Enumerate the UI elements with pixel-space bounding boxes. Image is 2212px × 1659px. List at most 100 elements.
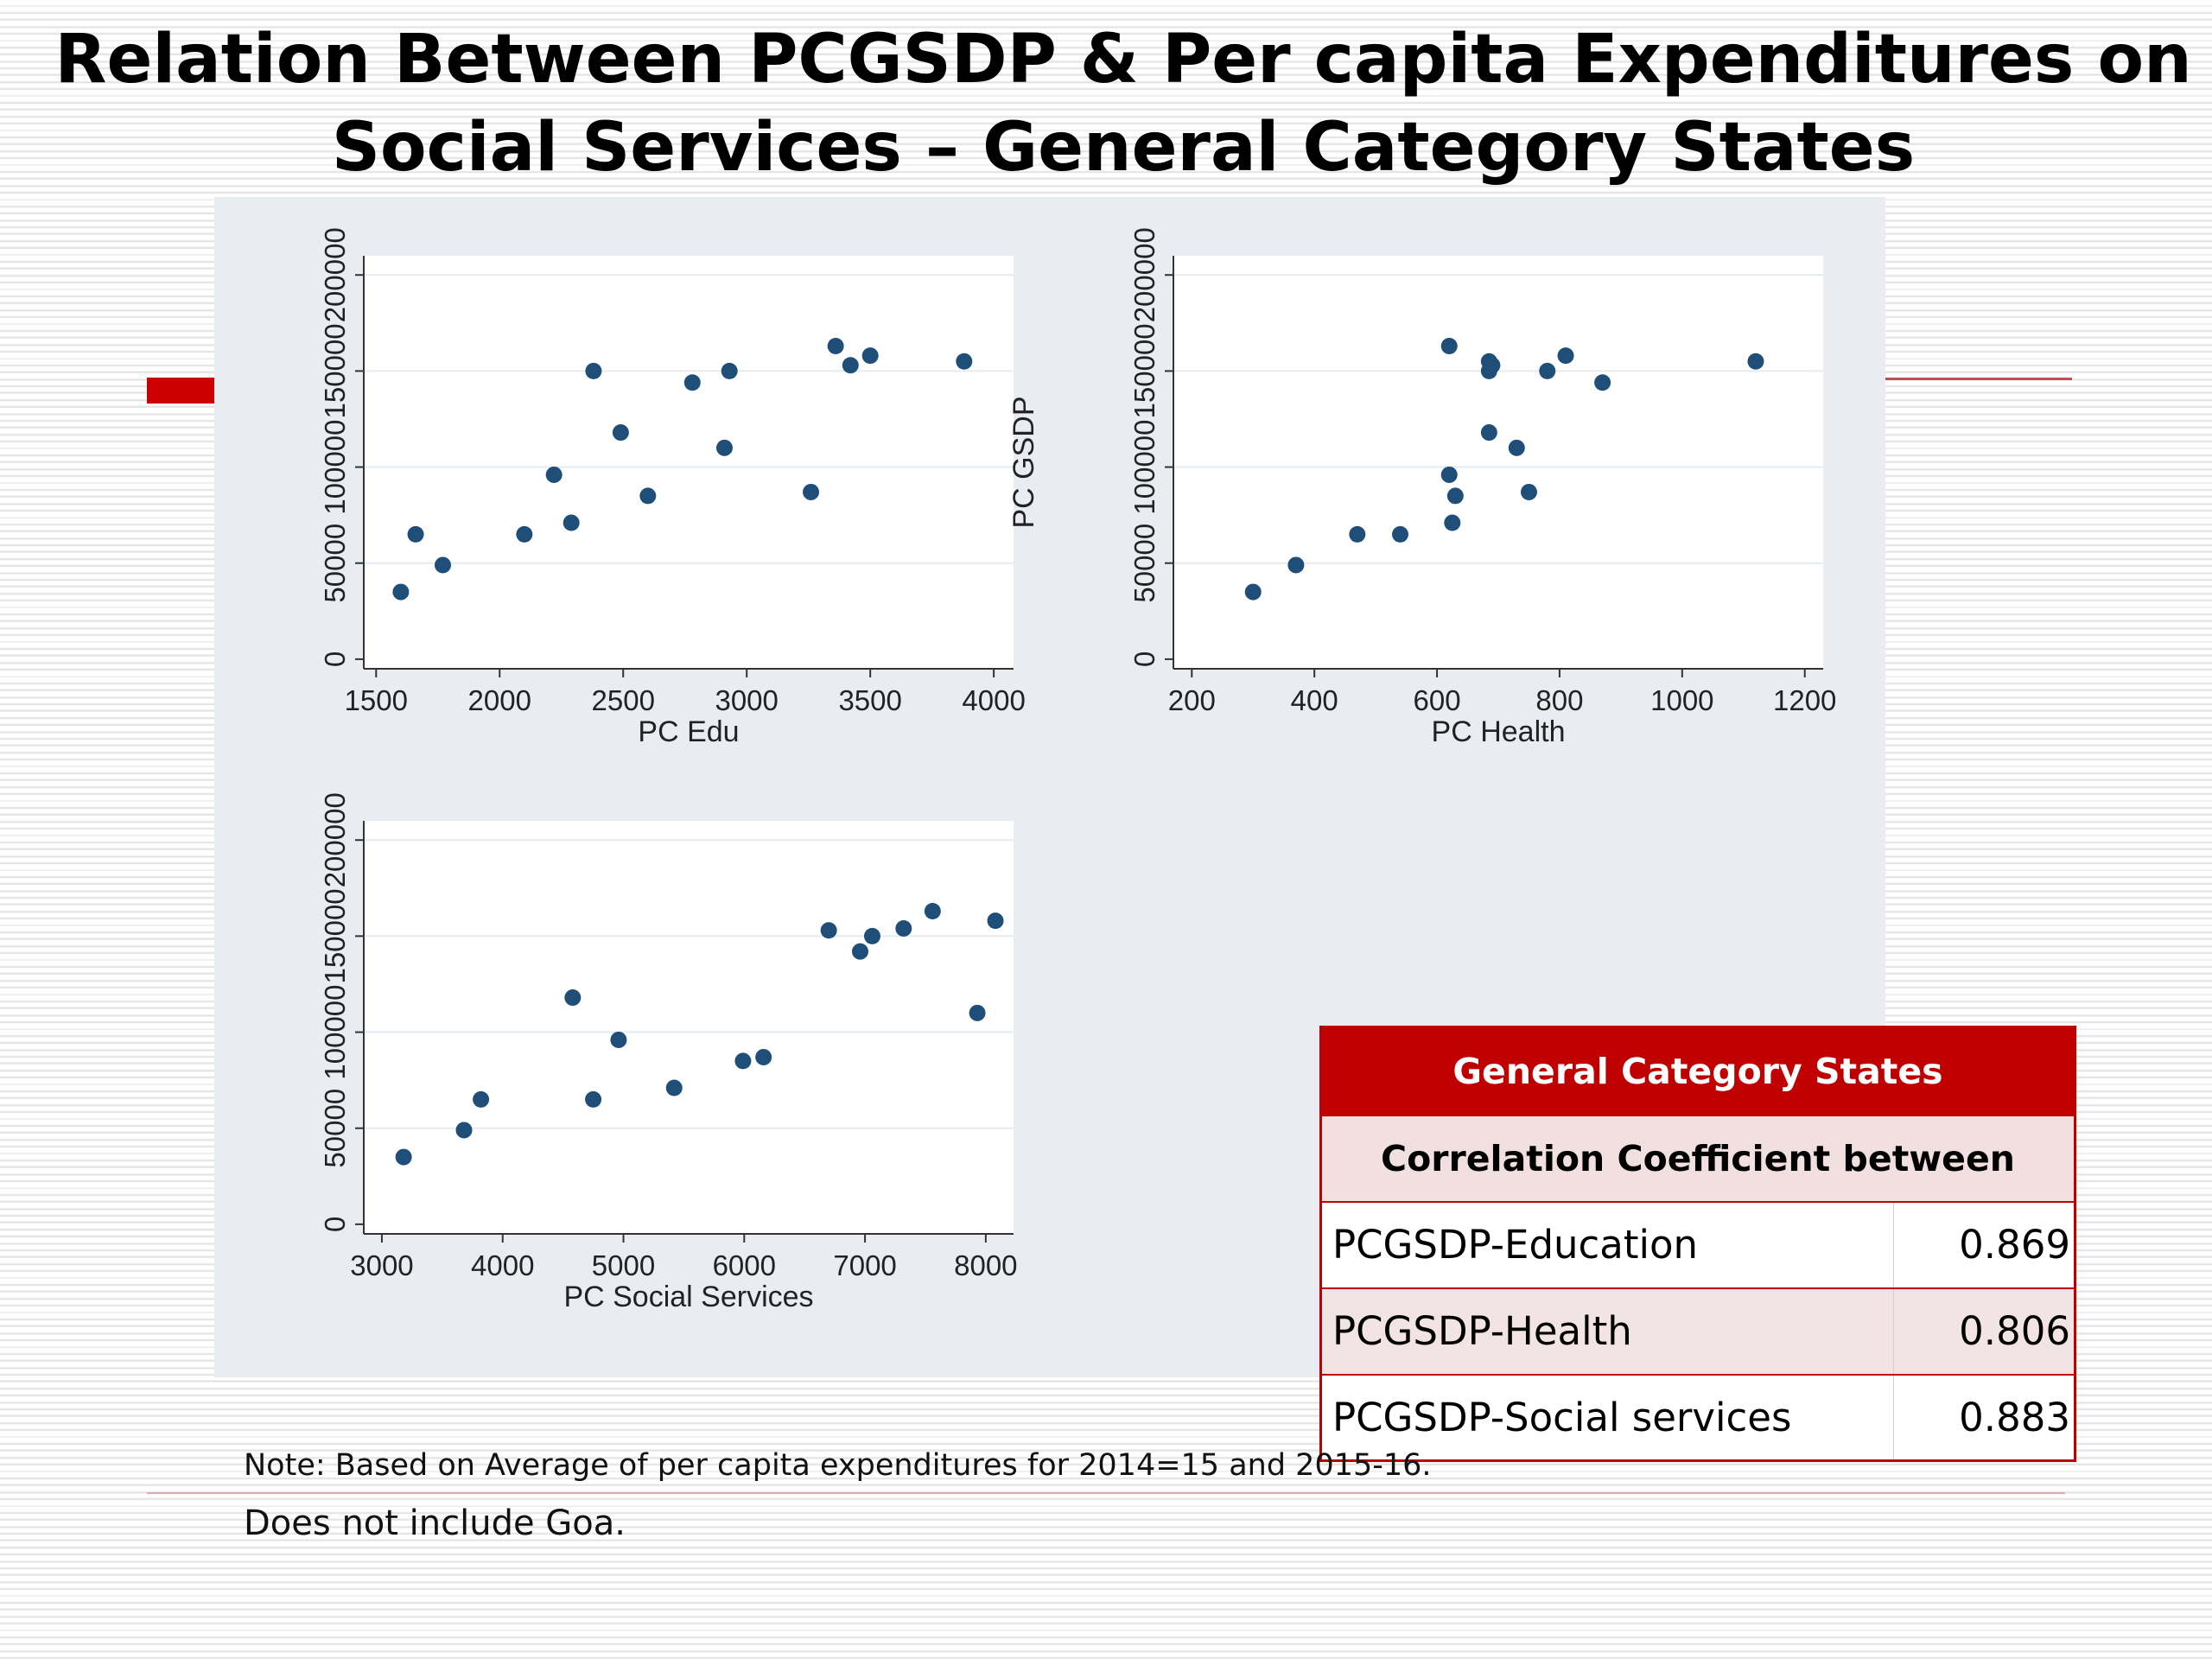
x-tick-label: 3000 — [715, 684, 778, 716]
row-label: PCGSDP-Education — [1319, 1200, 1894, 1289]
y-tick-label: 150000 — [319, 323, 351, 418]
x-tick-label: 800 — [1535, 684, 1583, 716]
data-point — [734, 1052, 752, 1070]
x-tick-label: 2500 — [592, 684, 655, 716]
row-value: 0.806 — [1893, 1287, 2076, 1376]
footnote-exclusion: Does not include Goa. — [244, 1503, 626, 1543]
data-point — [516, 525, 533, 543]
data-point — [803, 483, 820, 500]
y-axis-title: PC GSDP — [1007, 396, 1040, 528]
plot-area — [364, 821, 1014, 1234]
x-tick-label: 1200 — [1773, 684, 1836, 716]
data-point — [755, 1048, 772, 1065]
data-point — [585, 362, 602, 379]
data-point — [1287, 556, 1305, 574]
data-point — [1557, 347, 1574, 365]
x-tick-label: 2000 — [468, 684, 531, 716]
data-point — [1539, 362, 1556, 379]
data-point — [1480, 353, 1497, 370]
x-axis-title: PC Edu — [638, 715, 739, 748]
data-point — [1349, 525, 1366, 543]
data-point — [895, 920, 912, 938]
data-point — [842, 357, 859, 374]
chart-panel: 0 50000 100000 150000 200000 1500 2000 2500 3000… — [214, 197, 2076, 1462]
data-point — [861, 347, 879, 365]
x-tick-label: 400 — [1291, 684, 1338, 716]
row-value: 0.883 — [1893, 1373, 2076, 1462]
footer-rule — [147, 1492, 2065, 1494]
y-tick-label: 200000 — [1128, 227, 1160, 322]
plot-area — [1173, 256, 1823, 669]
data-point — [612, 424, 629, 442]
data-point — [1244, 583, 1262, 601]
data-point — [851, 943, 868, 960]
data-point — [1520, 483, 1537, 500]
data-point — [683, 374, 701, 391]
footnote: Note: Based on Average of per capita exp… — [244, 1448, 1432, 1483]
data-point — [956, 353, 973, 370]
y-tick-label: 200000 — [319, 227, 351, 322]
data-point — [407, 525, 424, 543]
data-point — [610, 1031, 627, 1048]
data-point — [545, 466, 563, 483]
x-tick-label: 6000 — [713, 1249, 776, 1281]
correlation-table: General Category States Correlation Coef… — [1319, 1026, 2076, 1462]
data-point — [1446, 487, 1464, 505]
data-point — [1747, 353, 1764, 370]
x-tick-label: 3500 — [838, 684, 901, 716]
data-point — [473, 1090, 490, 1108]
title-accent-marker — [147, 378, 214, 404]
y-tick-label: 200000 — [319, 792, 351, 887]
slide-title: Relation Between PCGSDP & Per capita Exp… — [0, 16, 2212, 192]
y-tick-label: 0 — [1128, 652, 1160, 667]
data-point — [987, 912, 1004, 930]
table-row: PCGSDP-Health 0.806 — [1319, 1287, 2076, 1376]
table-row: PCGSDP-Social services 0.883 — [1319, 1373, 2076, 1462]
data-point — [395, 1148, 412, 1166]
y-tick-label: 0 — [319, 652, 351, 667]
data-point — [1594, 374, 1611, 391]
x-tick-label: 3000 — [350, 1249, 413, 1281]
y-tick-label: 150000 — [319, 888, 351, 983]
data-point — [820, 922, 837, 939]
data-point — [1444, 514, 1461, 531]
x-tick-label: 1000 — [1650, 684, 1713, 716]
data-point — [827, 337, 844, 354]
data-point — [455, 1122, 473, 1139]
data-point — [585, 1090, 602, 1108]
x-tick-label: 600 — [1414, 684, 1461, 716]
y-tick-label: 100000 — [1128, 419, 1160, 514]
slide-title-line1: Relation Between PCGSDP & Per capita Exp… — [54, 21, 2192, 99]
x-tick-label: 7000 — [833, 1249, 896, 1281]
x-tick-label: 4000 — [471, 1249, 534, 1281]
x-tick-label: 4000 — [962, 684, 1025, 716]
data-point — [563, 514, 580, 531]
plot-area — [364, 256, 1014, 669]
x-tick-label: 8000 — [954, 1249, 1017, 1281]
data-point — [434, 556, 451, 574]
data-point — [639, 487, 657, 505]
x-tick-label: 200 — [1168, 684, 1216, 716]
data-point — [564, 989, 582, 1007]
y-tick-label: 100000 — [319, 984, 351, 1079]
y-tick-label: 50000 — [319, 524, 351, 603]
row-label: PCGSDP-Social services — [1319, 1373, 1894, 1462]
y-tick-label: 50000 — [319, 1089, 351, 1168]
x-axis-title: PC Health — [1432, 715, 1566, 748]
data-point — [715, 439, 733, 456]
y-tick-label: 100000 — [319, 419, 351, 514]
y-tick-label: 0 — [319, 1217, 351, 1232]
data-point — [1508, 439, 1525, 456]
data-point — [1391, 525, 1408, 543]
accent-rule — [1885, 378, 2072, 380]
data-point — [1480, 424, 1497, 442]
data-point — [1440, 337, 1458, 354]
data-point — [392, 583, 410, 601]
table-header: General Category States — [1319, 1026, 2076, 1116]
data-point — [924, 902, 941, 919]
slide-title-line2: Social Services – General Category State… — [331, 109, 1916, 187]
data-point — [1440, 466, 1458, 483]
x-tick-label: 5000 — [592, 1249, 655, 1281]
